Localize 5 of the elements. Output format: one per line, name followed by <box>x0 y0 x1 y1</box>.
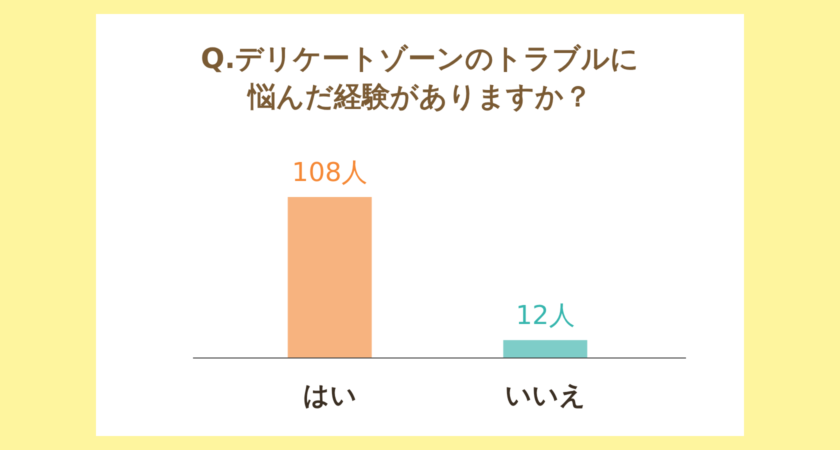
data-label: 12人 <box>516 301 575 332</box>
x-tick-label: いいえ <box>504 381 586 411</box>
x-tick-label: はい <box>302 381 357 411</box>
data-label: 108人 <box>292 158 368 188</box>
chart-title: Q.デリケートゾーンのトラブルに悩んだ経験がありますか？ <box>200 41 640 115</box>
